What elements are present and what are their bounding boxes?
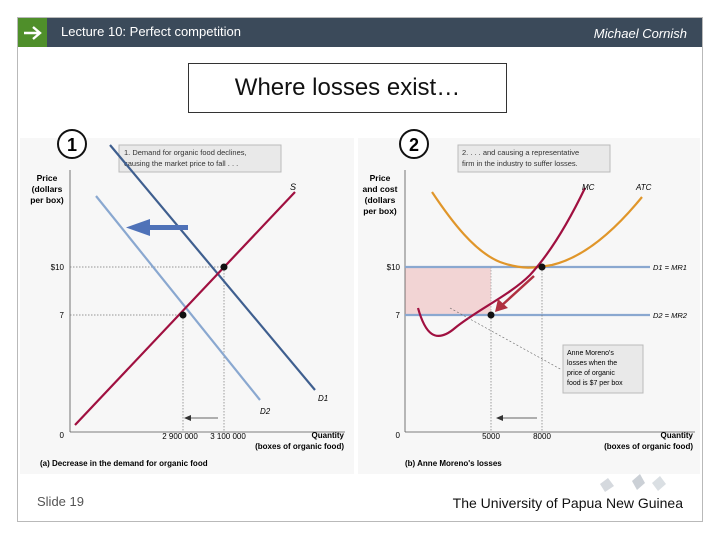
- left-y-title-2: (dollars: [32, 184, 63, 194]
- supply-curve: [74, 191, 296, 426]
- right-x-title-2: (boxes of organic food): [604, 442, 693, 451]
- d1-mr1-label: D1 = MR1: [653, 263, 687, 272]
- left-x-title-1: Quantity: [312, 431, 345, 440]
- firm-point-1: [538, 263, 546, 271]
- left-xtick-q2: 2 900 000: [162, 432, 198, 441]
- left-callout-box: [118, 144, 282, 173]
- right-y-title-4: per box): [363, 206, 397, 216]
- university-name: The University of Papua New Guinea: [452, 495, 683, 511]
- losses-note-box: [562, 344, 644, 394]
- mc-label: MC: [582, 183, 595, 192]
- note-line3: price of organic: [567, 370, 615, 377]
- right-y-title-2: and cost: [363, 184, 398, 194]
- left-ytick-0: 0: [60, 431, 65, 440]
- demand-shift-arrow-icon: [126, 219, 150, 236]
- d2-mr2-label: D2 = MR2: [653, 311, 688, 320]
- d1-label: D1: [318, 394, 328, 403]
- firm-arrow-shaft: [499, 275, 535, 308]
- slide-title: Where losses exist…: [188, 63, 507, 113]
- left-x-title-2: (boxes of organic food): [255, 442, 344, 451]
- left-xtick-q1: 3 100 000: [210, 432, 246, 441]
- slide-number: Slide 19: [37, 494, 84, 509]
- left-callout-line2: causing the market price to fall . . .: [124, 159, 238, 168]
- badge-2-label: 2: [409, 135, 419, 155]
- university-logo-icon: [600, 474, 666, 492]
- left-ytick-10: $10: [51, 263, 65, 272]
- atc-label: ATC: [635, 183, 652, 192]
- right-caption: (b) Anne Moreno's losses: [405, 459, 502, 468]
- left-y-title-1: Price: [37, 173, 58, 183]
- left-y-title-3: per box): [30, 195, 64, 205]
- slide-header: [18, 18, 702, 47]
- badge-1-label: 1: [67, 135, 77, 155]
- note-pointer: [449, 307, 563, 371]
- quantity-shift-arrow-icon: [184, 415, 191, 421]
- mc-curve: [416, 187, 586, 338]
- loss-area: [405, 267, 491, 315]
- demand-shift-arrow-shaft: [148, 225, 188, 230]
- badge-2-circle: [399, 129, 429, 159]
- arrow-right-icon: [23, 25, 42, 40]
- right-ytick-10: $10: [387, 263, 401, 272]
- badge-1-circle: [57, 129, 87, 159]
- supply-label: S: [290, 182, 296, 192]
- note-line4: food is $7 per box: [567, 380, 623, 387]
- left-caption: (a) Decrease in the demand for organic f…: [40, 459, 208, 468]
- demand-curve-d2: [95, 195, 261, 401]
- demand-curve-d1: [109, 144, 316, 391]
- left-callout-line1: 1. Demand for organic food declines,: [124, 148, 247, 157]
- equilibrium-point-1: [220, 263, 228, 271]
- right-ytick-7: 7: [396, 311, 401, 320]
- right-y-title-1: Price: [370, 173, 391, 183]
- atc-curve: [431, 191, 643, 269]
- equilibrium-point-2: [179, 311, 187, 319]
- d2-label: D2: [260, 407, 271, 416]
- right-xtick-5000: 5000: [482, 432, 500, 441]
- right-x-title-1: Quantity: [661, 431, 694, 440]
- note-line1: Anne Moreno's: [567, 350, 614, 357]
- right-callout-line1: 2. . . . and causing a representative: [462, 148, 579, 157]
- right-callout-box: [457, 144, 611, 173]
- right-xtick-8000: 8000: [533, 432, 551, 441]
- lecture-title: Lecture 10: Perfect competition: [61, 24, 241, 39]
- firm-arrow-icon: [495, 299, 508, 312]
- right-y-title-3: (dollars: [365, 195, 396, 205]
- right-ytick-0: 0: [396, 431, 401, 440]
- author-name: Michael Cornish: [593, 26, 687, 41]
- firm-point-2: [487, 311, 495, 319]
- firm-quantity-arrow-icon: [496, 415, 503, 421]
- nav-arrow-button[interactable]: [18, 18, 47, 47]
- left-ytick-7: 7: [60, 311, 65, 320]
- note-line2: losses when the: [567, 360, 617, 367]
- right-callout-line2: firm in the industry to suffer losses.: [462, 159, 578, 168]
